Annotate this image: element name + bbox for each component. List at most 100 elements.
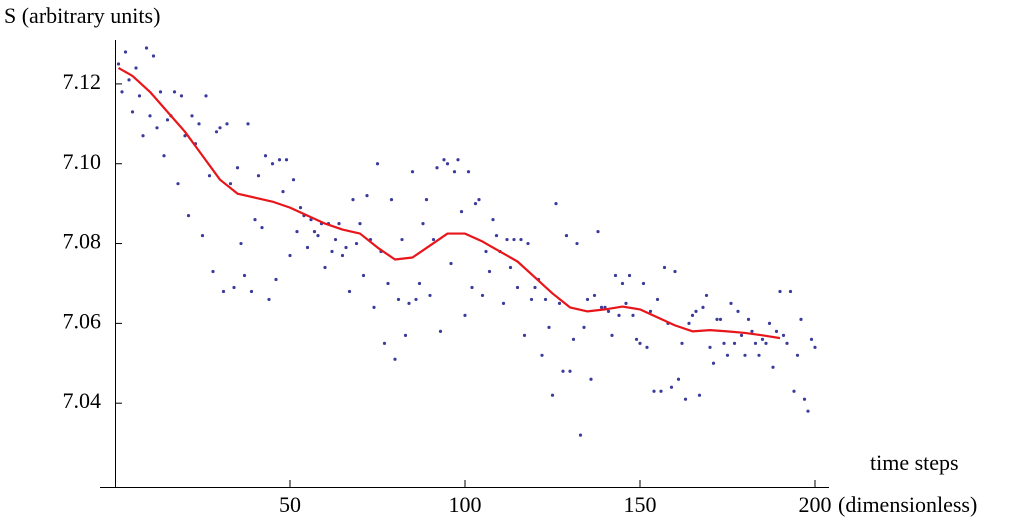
data-point — [701, 305, 705, 310]
data-point — [277, 158, 282, 162]
data-point — [484, 249, 488, 254]
data-point — [491, 217, 495, 222]
data-point — [477, 198, 481, 202]
data-point — [505, 237, 509, 242]
data-point — [704, 293, 709, 298]
data-point — [683, 397, 688, 401]
data-point — [582, 325, 586, 329]
data-point — [421, 221, 425, 226]
data-point — [186, 214, 191, 218]
data-point — [134, 66, 138, 70]
data-point — [165, 118, 170, 122]
data-point — [638, 341, 642, 345]
data-point — [410, 170, 415, 174]
data-point — [575, 241, 579, 246]
data-point — [760, 337, 765, 341]
data-point — [669, 385, 674, 389]
data-point — [137, 94, 142, 98]
data-point — [494, 233, 499, 238]
data-point — [351, 198, 355, 202]
data-point — [708, 345, 712, 349]
data-point — [330, 249, 334, 254]
data-point — [592, 293, 597, 298]
data-point — [274, 277, 278, 282]
data-point — [344, 245, 348, 250]
data-point — [403, 333, 408, 337]
data-point — [249, 289, 254, 294]
data-point — [449, 261, 453, 266]
data-point — [393, 357, 397, 361]
data-point — [687, 321, 691, 325]
data-point — [312, 229, 317, 234]
data-point — [123, 50, 128, 54]
data-point — [739, 333, 744, 337]
data-point — [232, 285, 236, 290]
data-point — [284, 158, 289, 162]
data-point — [435, 166, 439, 170]
data-point — [347, 289, 352, 294]
data-point — [802, 397, 807, 401]
data-point — [120, 90, 124, 94]
data-point — [522, 333, 527, 337]
data-point — [372, 305, 376, 310]
data-point — [127, 78, 131, 82]
data-point — [676, 377, 681, 381]
data-point — [690, 313, 695, 317]
data-point — [487, 269, 492, 274]
data-point — [736, 309, 740, 313]
data-point — [697, 393, 702, 397]
x-tick-label: 100 — [449, 492, 482, 517]
data-point — [659, 389, 663, 393]
data-point — [176, 182, 180, 186]
data-point — [652, 389, 656, 393]
data-point — [246, 122, 250, 126]
data-point — [396, 297, 401, 302]
data-point — [680, 341, 684, 345]
data-point — [529, 297, 534, 302]
data-point — [547, 325, 551, 329]
data-point — [417, 281, 422, 286]
data-point — [309, 217, 313, 222]
data-point — [253, 217, 257, 222]
data-point — [225, 122, 229, 126]
data-point — [617, 313, 621, 317]
data-point — [512, 237, 516, 242]
data-point — [634, 337, 639, 341]
trend-line — [117, 66, 781, 340]
data-point — [806, 409, 810, 413]
data-point — [606, 309, 611, 313]
data-point — [543, 297, 548, 302]
data-point — [767, 321, 772, 325]
data-point — [442, 158, 446, 162]
x-tick-label: 50 — [279, 492, 301, 517]
data-point — [729, 301, 733, 306]
data-point — [130, 110, 135, 114]
data-point — [655, 297, 660, 302]
y-tick-label: 7.12 — [63, 69, 102, 94]
data-point — [711, 361, 716, 365]
data-point — [438, 329, 443, 333]
data-point — [463, 313, 467, 317]
data-point — [624, 301, 628, 306]
data-point — [778, 289, 782, 294]
data-point — [340, 253, 345, 258]
data-point — [722, 341, 726, 345]
data-point — [610, 333, 614, 337]
data-point — [725, 353, 730, 357]
data-point — [239, 241, 243, 246]
data-point — [743, 353, 747, 357]
data-point — [788, 289, 793, 294]
data-point — [141, 134, 145, 138]
data-point — [116, 62, 121, 66]
data-point — [466, 170, 471, 174]
data-point — [263, 154, 268, 158]
data-point — [648, 309, 653, 313]
data-point — [151, 54, 156, 58]
data-point — [515, 285, 520, 290]
data-point — [809, 337, 814, 341]
data-point — [452, 170, 457, 174]
data-point — [480, 293, 485, 298]
data-point — [718, 317, 723, 321]
data-point — [291, 178, 296, 182]
